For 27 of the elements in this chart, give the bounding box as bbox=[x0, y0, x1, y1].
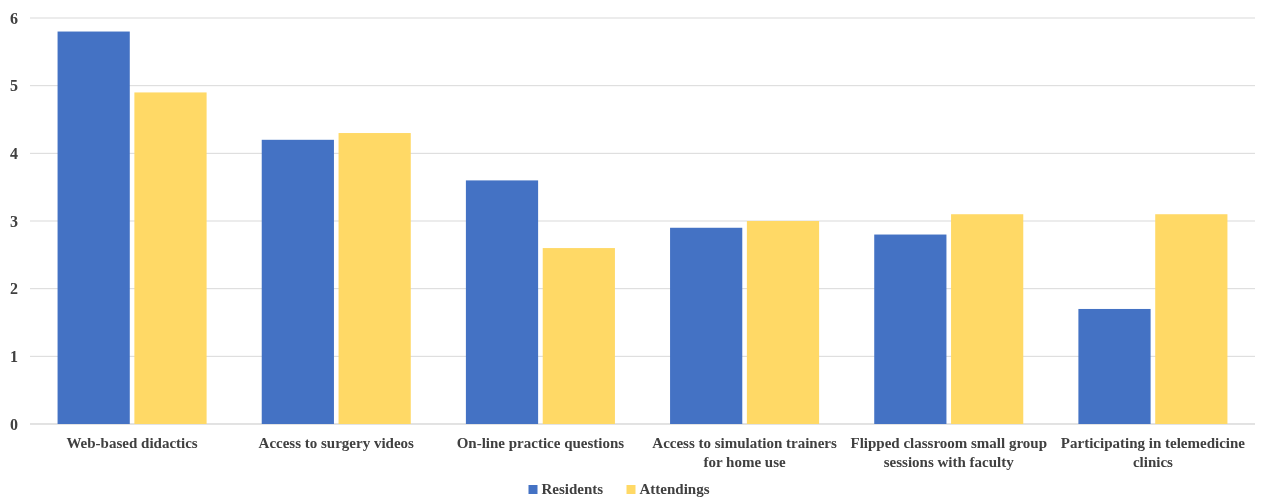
y-tick-label: 6 bbox=[10, 9, 18, 27]
x-tick-label: Access to simulation trainers for home use bbox=[652, 435, 838, 470]
y-tick-label: 1 bbox=[10, 347, 18, 365]
y-tick-label: 2 bbox=[10, 280, 18, 298]
bar bbox=[338, 133, 411, 424]
bar bbox=[951, 214, 1024, 424]
y-tick-label: 5 bbox=[10, 77, 18, 95]
bar bbox=[1078, 308, 1151, 424]
legend-label: Attendings bbox=[639, 481, 710, 497]
legend-label: Residents bbox=[541, 481, 604, 497]
y-tick-label: 3 bbox=[10, 212, 18, 230]
bar bbox=[670, 227, 743, 424]
x-tick-label: On-line practice questions bbox=[456, 435, 625, 451]
bar bbox=[465, 180, 539, 424]
bar bbox=[874, 234, 947, 424]
bar bbox=[57, 31, 130, 424]
x-tick-label: Flipped classroom small group sessions with faculty bbox=[850, 435, 1048, 470]
y-tick-label: 4 bbox=[10, 144, 18, 162]
bar bbox=[542, 248, 615, 424]
x-tick-label: Access to surgery videos bbox=[258, 435, 415, 451]
bar bbox=[134, 92, 207, 424]
x-tick-label: Web-based didactics bbox=[66, 435, 198, 451]
bar bbox=[1155, 214, 1228, 424]
x-tick-label: Participating in telemedicine clinics bbox=[1060, 435, 1246, 470]
bar bbox=[261, 139, 334, 424]
y-tick-label: 0 bbox=[10, 415, 18, 433]
bar bbox=[746, 221, 820, 424]
